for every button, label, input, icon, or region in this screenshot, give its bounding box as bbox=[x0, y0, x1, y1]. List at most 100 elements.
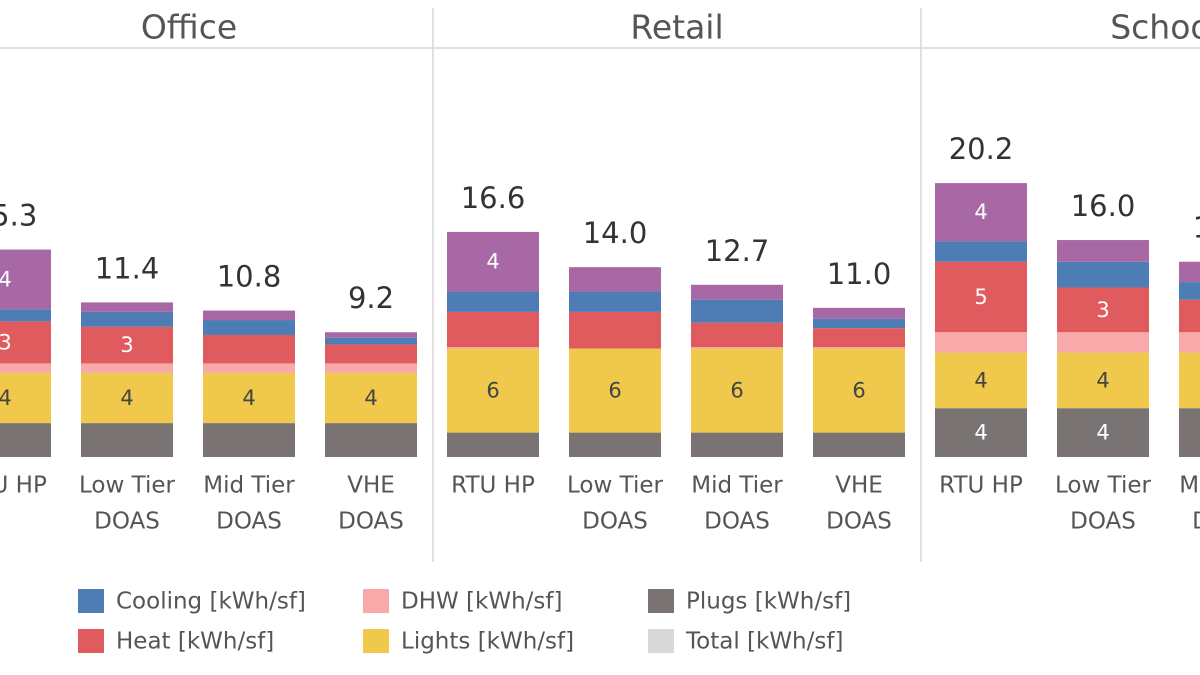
x-tick-label: VHE bbox=[835, 473, 883, 499]
bar-segment bbox=[325, 344, 417, 364]
segment-label: 3 bbox=[1096, 298, 1109, 322]
panel-title: Office bbox=[141, 8, 237, 47]
segment-label: 4 bbox=[1096, 368, 1109, 392]
x-tick-label: RTU HP bbox=[451, 473, 535, 499]
bar-segment bbox=[691, 322, 783, 348]
bar-segment bbox=[0, 309, 51, 322]
bar-segment bbox=[691, 299, 783, 323]
bar-segment bbox=[569, 432, 661, 457]
bar-segment bbox=[935, 183, 1027, 242]
segment-label: 4 bbox=[974, 200, 987, 224]
bar-segment bbox=[1057, 287, 1149, 333]
bar-segment bbox=[0, 363, 51, 373]
bar-segment bbox=[203, 320, 295, 335]
bar-segment bbox=[569, 267, 661, 292]
bar-segment bbox=[569, 311, 661, 349]
bar-segment bbox=[935, 261, 1027, 333]
bar-segment bbox=[691, 347, 783, 349]
legend-label: Lights [kWh/sf] bbox=[401, 629, 574, 655]
legend-swatch bbox=[78, 629, 104, 653]
x-tick-label: DOAS bbox=[1070, 509, 1136, 535]
x-tick-label: Low Tier bbox=[79, 473, 175, 499]
bar-segment bbox=[1057, 352, 1149, 409]
segment-label: 4 bbox=[0, 386, 12, 410]
total-label: 15.3 bbox=[0, 199, 37, 233]
x-tick-label: Mid Tier bbox=[691, 473, 783, 499]
x-tick-label: Mid Tier bbox=[203, 473, 295, 499]
bar-segment bbox=[1179, 261, 1200, 283]
segment-label: 3 bbox=[0, 330, 12, 354]
x-tick-label: DOAS bbox=[704, 509, 770, 535]
bar-segment bbox=[447, 348, 539, 433]
bar-segment bbox=[691, 284, 783, 300]
total-label: 12.7 bbox=[705, 234, 770, 268]
x-tick-label: DOAS bbox=[582, 509, 648, 535]
total-label: 16.0 bbox=[1071, 189, 1136, 223]
x-tick-label: DOAS bbox=[1192, 509, 1200, 535]
segment-label: 6 bbox=[608, 379, 621, 403]
bar-segment bbox=[1179, 352, 1200, 409]
segment-label: 4 bbox=[242, 386, 255, 410]
total-label: 20.2 bbox=[949, 132, 1014, 166]
panel-title: School bbox=[1110, 8, 1200, 47]
total-label: 9.2 bbox=[348, 281, 394, 315]
bar-segment bbox=[81, 372, 173, 424]
x-tick-label: VHE bbox=[347, 473, 395, 499]
bar-segment bbox=[203, 363, 295, 373]
legend-swatch bbox=[648, 629, 674, 653]
legend-swatch bbox=[363, 629, 389, 653]
bar-segment bbox=[1179, 408, 1200, 457]
bar-segment bbox=[203, 372, 295, 424]
total-label: 11.4 bbox=[95, 251, 160, 285]
bar-segment bbox=[81, 326, 173, 364]
segment-label: 4 bbox=[120, 386, 133, 410]
legend-label: Heat [kWh/sf] bbox=[116, 629, 274, 655]
bar-segment bbox=[325, 372, 417, 424]
bar-segment bbox=[325, 423, 417, 457]
x-tick-label: Mid Tier bbox=[1179, 473, 1200, 499]
segment-label: 3 bbox=[120, 333, 133, 357]
legend-label: DHW [kWh/sf] bbox=[401, 589, 562, 615]
bar-segment bbox=[0, 321, 51, 364]
x-tick-label: DOAS bbox=[338, 509, 404, 535]
bar-segment bbox=[935, 408, 1027, 457]
x-tick-label: RTU HP bbox=[0, 473, 47, 499]
total-label: 14.0 bbox=[583, 216, 648, 250]
segment-label: 6 bbox=[486, 379, 499, 403]
bar-segment bbox=[813, 432, 905, 457]
bar-segment bbox=[81, 311, 173, 327]
legend-swatch bbox=[78, 589, 104, 613]
bar-segment bbox=[691, 348, 783, 433]
segment-label: 6 bbox=[730, 379, 743, 403]
bar-segment bbox=[813, 328, 905, 348]
bar-segment bbox=[813, 307, 905, 319]
x-tick-label: Low Tier bbox=[1055, 473, 1151, 499]
legend-swatch bbox=[363, 589, 389, 613]
segment-label: 6 bbox=[852, 379, 865, 403]
bar-segment bbox=[203, 310, 295, 321]
bar-segment bbox=[935, 352, 1027, 409]
legend-label: Cooling [kWh/sf] bbox=[116, 589, 306, 615]
x-tick-label: DOAS bbox=[94, 509, 160, 535]
bar-segment bbox=[935, 332, 1027, 353]
total-label: 14.4 bbox=[1193, 211, 1200, 245]
bar-segment bbox=[325, 363, 417, 373]
bar-segment bbox=[1057, 240, 1149, 262]
bar-segment bbox=[1179, 282, 1200, 300]
segment-label: 4 bbox=[1096, 421, 1109, 445]
segment-label: 5 bbox=[974, 285, 987, 309]
legend-label: Total [kWh/sf] bbox=[685, 629, 843, 655]
total-label: 16.6 bbox=[461, 181, 526, 215]
bar-segment bbox=[447, 432, 539, 457]
bar-segment bbox=[325, 337, 417, 345]
legend-label: Plugs [kWh/sf] bbox=[686, 589, 851, 615]
bar-segment bbox=[1179, 299, 1200, 333]
total-label: 10.8 bbox=[217, 260, 282, 294]
segment-label: 4 bbox=[974, 368, 987, 392]
bar-segment bbox=[0, 249, 51, 310]
legend-swatch bbox=[648, 589, 674, 613]
x-tick-label: DOAS bbox=[216, 509, 282, 535]
bar-segment bbox=[203, 334, 295, 364]
x-tick-label: DOAS bbox=[826, 509, 892, 535]
